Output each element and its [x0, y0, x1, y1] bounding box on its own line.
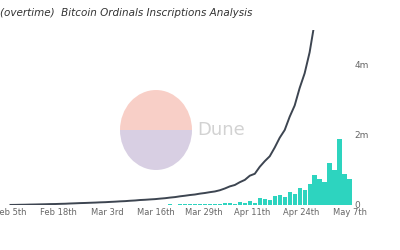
Bar — [338, 138, 342, 205]
Bar — [318, 179, 322, 205]
Bar — [322, 182, 327, 205]
Bar — [263, 200, 267, 205]
Bar — [312, 175, 317, 205]
Bar — [298, 188, 302, 205]
Bar — [308, 184, 312, 205]
Bar — [273, 196, 277, 205]
Bar — [288, 192, 292, 205]
Bar — [253, 203, 257, 205]
Bar — [328, 163, 332, 205]
Bar — [233, 204, 237, 205]
Bar — [248, 201, 252, 205]
Bar — [258, 198, 262, 205]
Bar — [282, 197, 287, 205]
Bar — [278, 195, 282, 205]
Bar — [213, 204, 217, 205]
Bar — [198, 204, 202, 205]
Wedge shape — [120, 90, 192, 130]
Bar — [218, 204, 222, 205]
Bar — [193, 204, 197, 205]
Bar — [163, 204, 167, 205]
Bar — [302, 190, 307, 205]
Bar — [183, 204, 187, 205]
Wedge shape — [120, 130, 192, 170]
Bar — [208, 204, 212, 205]
Bar — [203, 204, 207, 205]
Text: (overtime)  Bitcoin Ordinals Inscriptions Analysis: (overtime) Bitcoin Ordinals Inscriptions… — [0, 8, 252, 18]
Bar — [292, 194, 297, 205]
Bar — [268, 200, 272, 205]
Bar — [238, 202, 242, 205]
Bar — [158, 204, 162, 205]
Bar — [188, 204, 192, 205]
Bar — [347, 179, 352, 205]
Bar — [243, 203, 247, 205]
Bar — [138, 204, 142, 205]
Bar — [342, 174, 347, 205]
Text: Dune: Dune — [198, 121, 245, 139]
Bar — [128, 204, 132, 205]
Bar — [178, 204, 182, 205]
Bar — [168, 204, 172, 205]
Bar — [173, 204, 177, 205]
Bar — [332, 170, 337, 205]
Bar — [228, 203, 232, 205]
Bar — [223, 203, 227, 205]
